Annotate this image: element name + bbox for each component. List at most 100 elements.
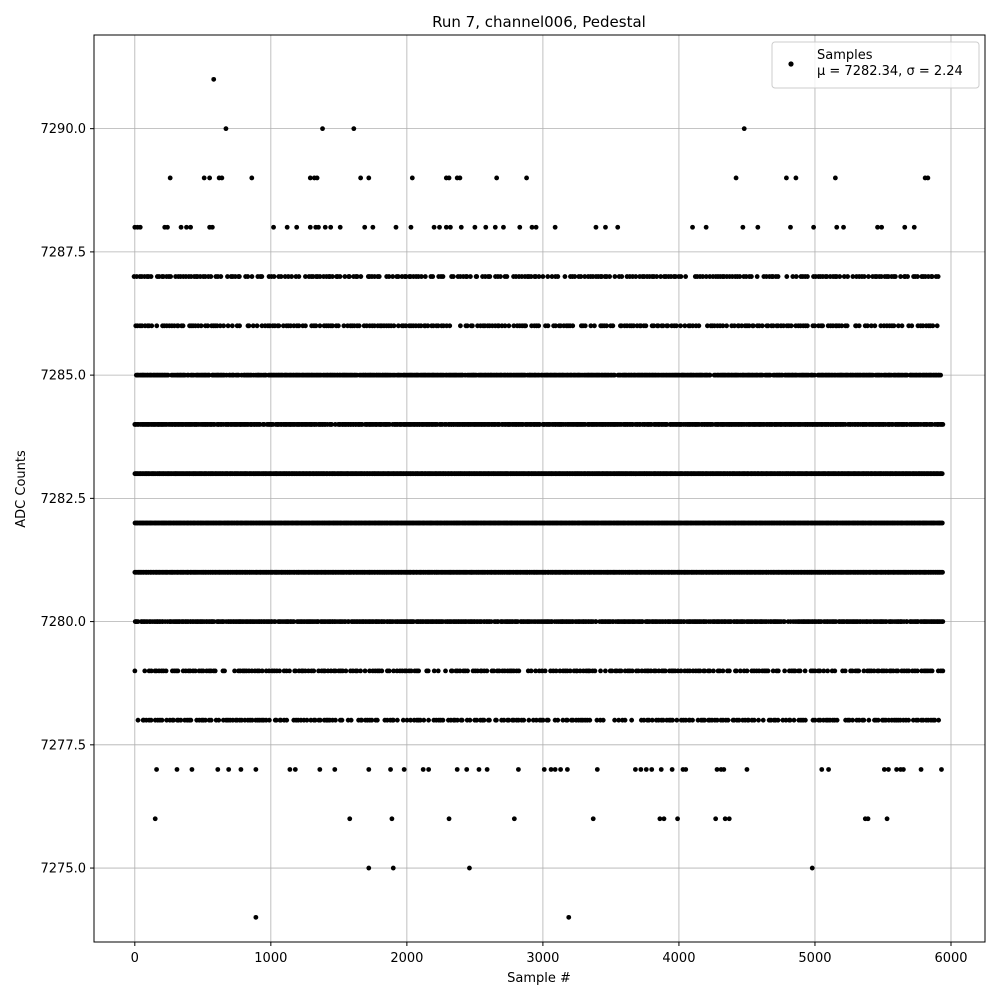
- data-point: [610, 323, 616, 329]
- data-point: [259, 274, 265, 279]
- data-points: [131, 76, 946, 920]
- data-point: [221, 323, 227, 329]
- data-point: [425, 668, 431, 674]
- data-point: [598, 668, 603, 674]
- data-point: [277, 668, 282, 674]
- data-point: [765, 668, 771, 674]
- data-point: [362, 668, 368, 674]
- data-point: [934, 323, 940, 329]
- data-point: [469, 323, 475, 329]
- data-point: [673, 323, 679, 329]
- data-point: [782, 668, 788, 674]
- data-point: [337, 274, 343, 279]
- data-point: [225, 323, 231, 329]
- data-point: [180, 323, 186, 329]
- data-point: [891, 323, 897, 329]
- data-point: [386, 668, 392, 674]
- data-point: [604, 323, 609, 329]
- data-point: [168, 274, 174, 279]
- data-point: [678, 323, 683, 329]
- data-point: [662, 668, 668, 674]
- data-point: [820, 323, 826, 329]
- data-point: [246, 323, 252, 329]
- data-point: [148, 274, 154, 279]
- data-point: [447, 323, 453, 329]
- data-point: [592, 323, 597, 329]
- data-point: [545, 323, 551, 329]
- data-point: [271, 274, 277, 279]
- data-point: [940, 569, 945, 575]
- data-point: [726, 668, 732, 674]
- data-point: [163, 668, 169, 674]
- data-point: [516, 668, 522, 674]
- data-point: [759, 323, 765, 329]
- data-point: [303, 323, 308, 329]
- data-point: [909, 323, 915, 329]
- data-point: [276, 323, 282, 329]
- data-point: [939, 520, 945, 526]
- data-point: [379, 668, 385, 674]
- data-point: [696, 323, 702, 329]
- data-point: [358, 668, 363, 674]
- data-point: [249, 274, 255, 279]
- data-point: [802, 668, 808, 674]
- data-point: [570, 323, 576, 329]
- data-point: [724, 323, 730, 329]
- data-point: [458, 323, 463, 329]
- data-point: [629, 668, 635, 674]
- data-point: [832, 668, 838, 674]
- data-point: [939, 471, 945, 477]
- data-point: [317, 323, 323, 329]
- data-point: [154, 323, 160, 329]
- data-point: [443, 668, 448, 674]
- data-point: [707, 372, 713, 378]
- data-point: [391, 323, 397, 329]
- data-point: [132, 668, 138, 674]
- data-point: [229, 323, 235, 329]
- data-point: [940, 422, 946, 427]
- data-point: [330, 274, 335, 279]
- data-point: [856, 323, 862, 329]
- data-point: [643, 323, 649, 329]
- data-point: [218, 274, 224, 279]
- data-point: [465, 668, 470, 674]
- data-point: [346, 274, 352, 279]
- data-point: [930, 323, 936, 329]
- data-point: [825, 668, 831, 674]
- data-point: [720, 668, 726, 674]
- data-point: [592, 668, 598, 674]
- data-point: [506, 323, 512, 329]
- data-point: [805, 323, 810, 329]
- data-point: [208, 274, 214, 279]
- data-point: [212, 668, 218, 674]
- data-point: [582, 323, 588, 329]
- data-point: [856, 668, 862, 674]
- data-point: [940, 619, 946, 624]
- grid-lines: [94, 35, 985, 942]
- data-point: [149, 323, 155, 329]
- data-point: [287, 668, 292, 674]
- data-point: [356, 323, 362, 329]
- chart-title: Run 7, channel006, Pedestal: [432, 13, 646, 31]
- data-point: [311, 668, 317, 674]
- data-point: [198, 323, 204, 329]
- data-point: [435, 668, 441, 674]
- data-point: [938, 372, 943, 378]
- data-point: [536, 323, 542, 329]
- data-point: [254, 323, 260, 329]
- data-point: [523, 323, 529, 329]
- data-point: [797, 668, 803, 674]
- data-point: [872, 323, 878, 329]
- data-point: [711, 668, 716, 674]
- data-point: [528, 668, 534, 674]
- data-point: [602, 668, 608, 674]
- data-point: [775, 668, 781, 674]
- data-point: [222, 668, 227, 674]
- data-point: [844, 323, 850, 329]
- data-point: [899, 323, 905, 329]
- data-point: [335, 323, 341, 329]
- data-point: [236, 274, 242, 279]
- data-point: [914, 668, 920, 674]
- data-point: [237, 323, 242, 329]
